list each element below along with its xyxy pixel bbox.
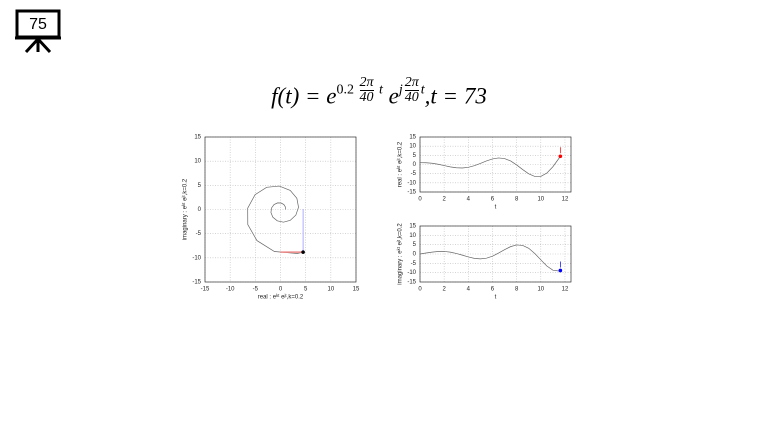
y-tick-label: 15 (409, 135, 416, 141)
y-tick-label: -15 (407, 280, 416, 286)
x-tick-label: 4 (467, 197, 471, 203)
fraction: 2π 40 (359, 75, 374, 105)
y-tick-label: 15 (409, 224, 416, 230)
y-axis-label: imaginary : eᵏᵗ eʲᵗ,k=0.2 (182, 178, 189, 240)
x-tick-label: -15 (201, 287, 210, 293)
x-axis-label: real : eᵏᵗ eʲᵗ,k=0.2 (258, 294, 304, 301)
x-tick-label: 6 (491, 287, 495, 293)
y-tick-label: 0 (413, 162, 417, 168)
x-axis-label: t (495, 205, 497, 211)
x-tick-label: -10 (226, 287, 235, 293)
x-tick-label: 8 (515, 197, 519, 203)
x-axis-label: t (495, 295, 497, 301)
x-tick-label: 2 (442, 197, 446, 203)
fraction-num: 2π (359, 75, 374, 91)
y-axis-label: imaginary : eᵏᵗ eʲᵗ,k=0.2 (397, 223, 404, 285)
formula-var: t (379, 82, 383, 98)
x-tick-label: 0 (418, 287, 422, 293)
y-tick-label: 0 (198, 207, 202, 213)
end-marker (558, 154, 563, 159)
exponent: 0.2 2π 40 t (337, 76, 383, 105)
y-axis-label: real : eᵏᵗ eʲᵗ,k=0.2 (397, 141, 404, 187)
x-tick-label: 5 (304, 287, 308, 293)
leg (24, 37, 40, 54)
x-tick-label: 0 (279, 287, 283, 293)
x-tick-label: 15 (353, 287, 360, 293)
x-tick-label: 6 (491, 197, 495, 203)
x-tick-label: 2 (442, 287, 446, 293)
leg (36, 37, 52, 54)
y-tick-label: 10 (409, 144, 416, 150)
plot-frame (204, 136, 357, 283)
x-tick-label: 12 (562, 287, 569, 293)
formula-base: e (326, 83, 337, 109)
y-tick-label: -15 (407, 190, 416, 196)
fraction-num: 2π (404, 75, 419, 91)
y-tick-label: 15 (194, 135, 201, 141)
x-tick-label: 4 (467, 287, 471, 293)
x-tick-label: 10 (327, 287, 334, 293)
x-tick-label: 10 (537, 287, 544, 293)
y-tick-label: -15 (192, 280, 201, 286)
exponent: j 2π 40 t (399, 76, 425, 105)
formula-lhs: f(t) = (271, 83, 321, 109)
slide-number-icon: 75 (15, 9, 61, 54)
data-line (419, 156, 561, 177)
y-tick-label: 0 (413, 252, 417, 258)
x-tick-label: 10 (537, 197, 544, 203)
formula-j: j (398, 82, 403, 98)
formula-base: e (388, 83, 399, 109)
plot-frame (419, 225, 572, 283)
y-tick-label: 5 (413, 153, 417, 159)
fraction-den: 40 (359, 90, 374, 105)
formula-sep: , (424, 83, 431, 109)
y-tick-label: -5 (411, 261, 417, 267)
y-tick-label: -5 (196, 231, 202, 237)
data-line (247, 185, 304, 254)
x-tick-label: 12 (562, 197, 569, 203)
formula-coef: 0.2 (336, 82, 355, 98)
end-marker (301, 250, 305, 254)
y-tick-label: 5 (198, 183, 202, 189)
fraction: 2π 40 (404, 75, 419, 105)
y-tick-label: 10 (409, 233, 416, 239)
plot-frame (419, 136, 572, 193)
y-tick-label: 5 (413, 242, 417, 248)
end-marker (558, 268, 563, 273)
y-tick-label: -10 (407, 270, 416, 276)
fraction-den: 40 (404, 90, 419, 105)
y-tick-label: -10 (192, 255, 201, 261)
formula-var: t (420, 82, 425, 98)
y-tick-label: 10 (194, 159, 201, 165)
formula: f(t) = e0.2 2π 40 t ej 2π 40 t,t = 73 (0, 76, 758, 110)
y-tick-label: -10 (407, 180, 416, 186)
x-tick-label: 8 (515, 287, 519, 293)
x-tick-label: 0 (418, 197, 422, 203)
formula-tail: t = 73 (430, 83, 487, 109)
x-tick-label: -5 (253, 287, 259, 293)
y-tick-label: -5 (411, 171, 417, 177)
data-line (419, 244, 561, 272)
slide-number: 75 (29, 16, 47, 33)
